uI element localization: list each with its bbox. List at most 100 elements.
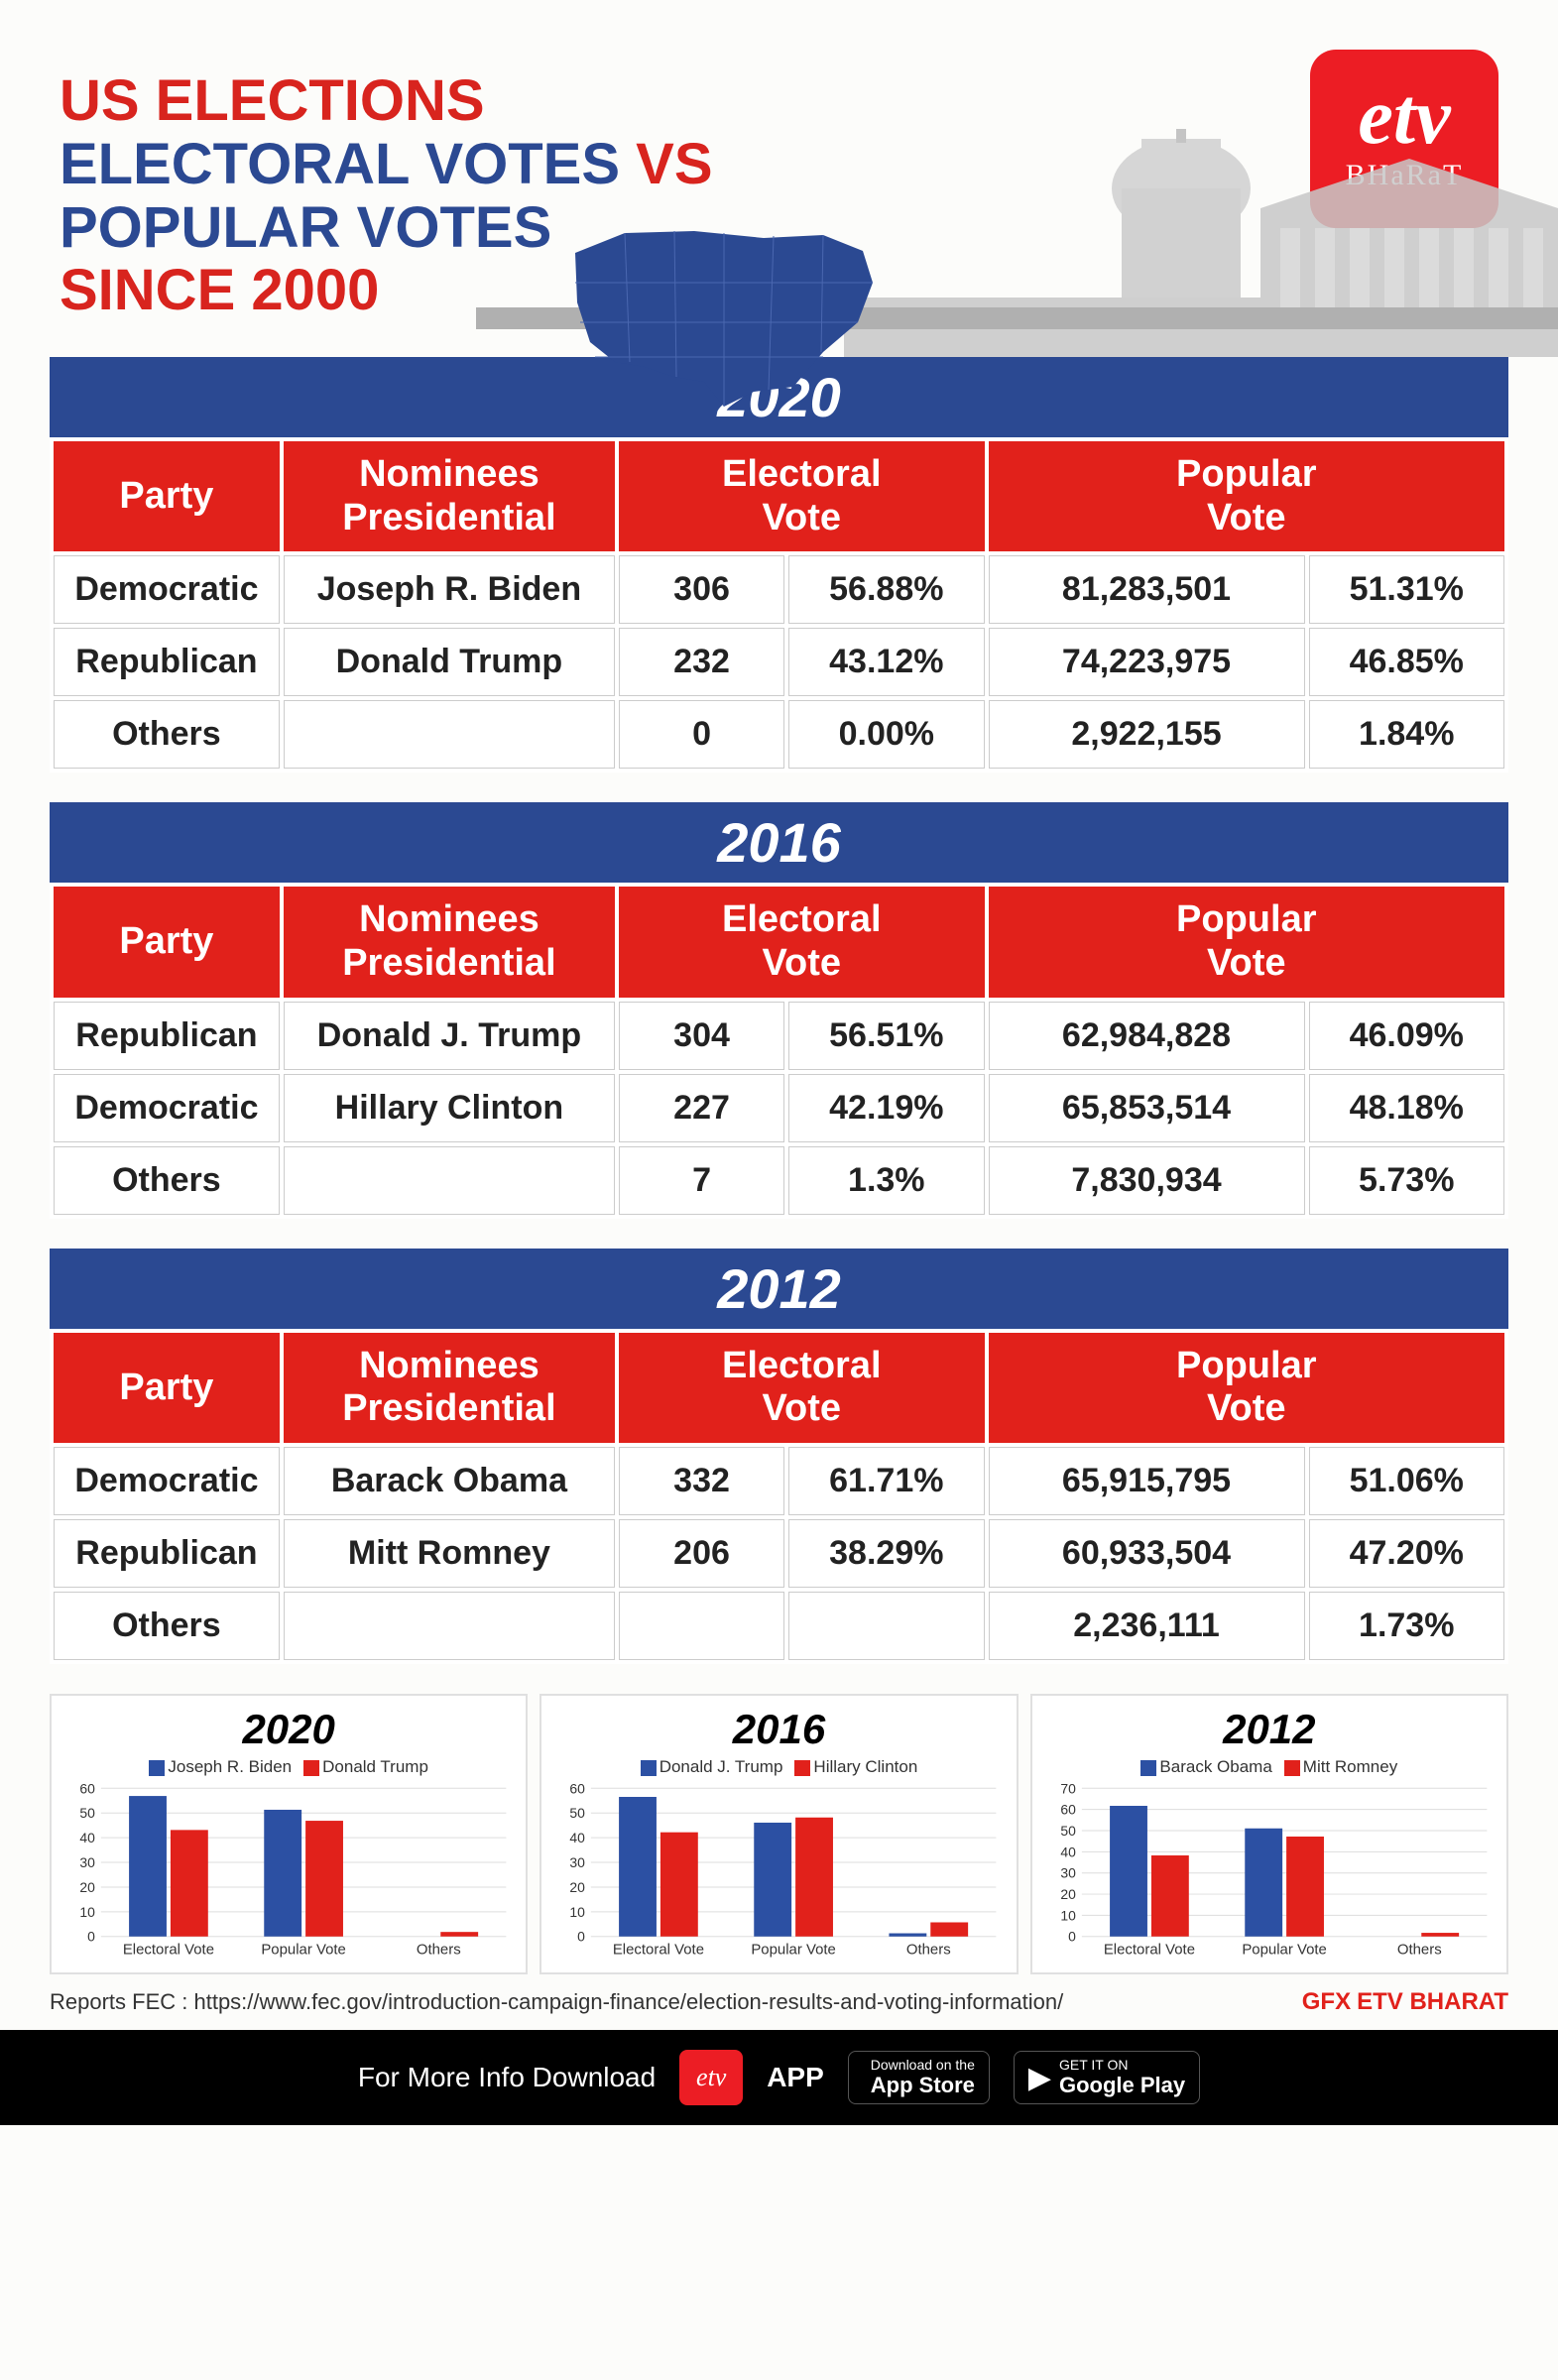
footer-text: For More Info Download <box>358 2062 656 2093</box>
year-block-2012: 2012 Party NomineesPresidential Electora… <box>50 1249 1508 1664</box>
cell-nominee <box>284 700 615 769</box>
cell-pv: 81,283,501 <box>989 555 1305 624</box>
chart-2012: 2012Barack ObamaMitt Romney0102030405060… <box>1030 1694 1508 1974</box>
cell-pv: 74,223,975 <box>989 628 1305 696</box>
year-block-2020: 2020 Party NomineesPresidential Electora… <box>50 357 1508 773</box>
legend-swatch <box>641 1760 657 1776</box>
cell-ev-pct: 61.71% <box>788 1447 984 1515</box>
svg-text:30: 30 <box>1060 1865 1076 1881</box>
svg-text:Popular Vote: Popular Vote <box>752 1942 837 1959</box>
cell-pv-pct: 46.09% <box>1309 1002 1505 1070</box>
cell-pv: 2,236,111 <box>989 1592 1305 1660</box>
cell-pv: 62,984,828 <box>989 1002 1305 1070</box>
col-popular: PopularVote <box>989 1333 1504 1443</box>
svg-text:Electoral Vote: Electoral Vote <box>123 1942 214 1959</box>
legend-swatch <box>149 1760 165 1776</box>
chart-title: 2020 <box>61 1706 516 1753</box>
year-header: 2012 <box>50 1249 1508 1329</box>
footer-logo-icon: etv <box>679 2050 743 2105</box>
cell-ev: 306 <box>619 555 784 624</box>
year-block-2016: 2016 Party NomineesPresidential Electora… <box>50 802 1508 1218</box>
chart-legend: Barack ObamaMitt Romney <box>1042 1757 1497 1777</box>
table-row: Republican Mitt Romney 206 38.29% 60,933… <box>54 1519 1504 1588</box>
svg-text:Electoral Vote: Electoral Vote <box>1104 1942 1195 1959</box>
col-electoral: ElectoralVote <box>619 1333 985 1443</box>
table-row: Democratic Joseph R. Biden 306 56.88% 81… <box>54 555 1504 624</box>
cell-party: Republican <box>54 628 280 696</box>
svg-text:20: 20 <box>1060 1886 1076 1902</box>
legend-item: Donald J. Trump <box>641 1757 783 1777</box>
legend-item: Joseph R. Biden <box>149 1757 292 1777</box>
table-row: Democratic Barack Obama 332 61.71% 65,91… <box>54 1447 1504 1515</box>
cell-pv-pct: 1.84% <box>1309 700 1505 769</box>
table-row: Democratic Hillary Clinton 227 42.19% 65… <box>54 1074 1504 1142</box>
svg-text:70: 70 <box>1060 1783 1076 1796</box>
svg-text:60: 60 <box>570 1783 586 1796</box>
svg-text:40: 40 <box>570 1830 586 1845</box>
chart-2016: 2016Donald J. TrumpHillary Clinton010203… <box>539 1694 1018 1974</box>
appstore-badge[interactable]: Download on theApp Store <box>848 2051 990 2104</box>
cell-pv: 60,933,504 <box>989 1519 1305 1588</box>
cell-pv: 65,853,514 <box>989 1074 1305 1142</box>
legend-item: Barack Obama <box>1140 1757 1271 1777</box>
svg-text:60: 60 <box>1060 1802 1076 1818</box>
svg-text:Others: Others <box>1397 1942 1442 1959</box>
cell-pv: 2,922,155 <box>989 700 1305 769</box>
source-url: https://www.fec.gov/introduction-campaig… <box>193 1989 1063 2014</box>
cell-pv-pct: 51.06% <box>1309 1447 1505 1515</box>
cell-ev: 304 <box>619 1002 784 1070</box>
svg-text:Popular Vote: Popular Vote <box>261 1942 346 1959</box>
playstore-badge[interactable]: ▶ GET IT ONGoogle Play <box>1014 2051 1200 2104</box>
footer-bar: For More Info Download etv APP Download … <box>0 2030 1558 2125</box>
cell-nominee: Donald J. Trump <box>284 1002 615 1070</box>
year-header: 2016 <box>50 802 1508 883</box>
bar-chart: 0102030405060Electoral VotePopular VoteO… <box>61 1783 516 1962</box>
cell-nominee: Donald Trump <box>284 628 615 696</box>
cell-nominee <box>284 1592 615 1660</box>
cell-party: Others <box>54 1146 280 1215</box>
svg-text:40: 40 <box>79 1830 95 1845</box>
legend-swatch <box>1140 1760 1156 1776</box>
cell-party: Others <box>54 700 280 769</box>
svg-text:0: 0 <box>1068 1929 1076 1945</box>
svg-text:0: 0 <box>87 1929 95 1945</box>
table-row: Others 7 1.3% 7,830,934 5.73% <box>54 1146 1504 1215</box>
col-nominees: NomineesPresidential <box>284 441 615 551</box>
cell-party: Republican <box>54 1519 280 1588</box>
svg-text:Others: Others <box>906 1942 951 1959</box>
cell-pv-pct: 47.20% <box>1309 1519 1505 1588</box>
col-electoral: ElectoralVote <box>619 887 985 997</box>
legend-item: Donald Trump <box>303 1757 428 1777</box>
col-nominees: NomineesPresidential <box>284 887 615 997</box>
cell-pv-pct: 48.18% <box>1309 1074 1505 1142</box>
chart-2020: 2020Joseph R. BidenDonald Trump010203040… <box>50 1694 528 1974</box>
cell-pv: 65,915,795 <box>989 1447 1305 1515</box>
cell-ev: 7 <box>619 1146 784 1215</box>
us-map-icon <box>565 213 883 412</box>
col-party: Party <box>54 441 280 551</box>
chart-legend: Donald J. TrumpHillary Clinton <box>551 1757 1006 1777</box>
cell-pv: 7,830,934 <box>989 1146 1305 1215</box>
title-line1: US ELECTIONS <box>60 69 1498 133</box>
col-party: Party <box>54 887 280 997</box>
cell-party: Democratic <box>54 1074 280 1142</box>
bar-chart: 0102030405060Electoral VotePopular VoteO… <box>551 1783 1006 1962</box>
cell-party: Democratic <box>54 555 280 624</box>
play-icon: ▶ <box>1028 2062 1051 2094</box>
cell-ev-pct: 42.19% <box>788 1074 984 1142</box>
cell-pv-pct: 51.31% <box>1309 555 1505 624</box>
cell-ev-pct: 1.3% <box>788 1146 984 1215</box>
col-electoral: ElectoralVote <box>619 441 985 551</box>
svg-text:10: 10 <box>570 1904 586 1920</box>
cell-party: Republican <box>54 1002 280 1070</box>
table-row: Others 2,236,111 1.73% <box>54 1592 1504 1660</box>
svg-text:50: 50 <box>79 1805 95 1821</box>
cell-ev: 206 <box>619 1519 784 1588</box>
svg-text:20: 20 <box>570 1879 586 1895</box>
legend-swatch <box>794 1760 810 1776</box>
col-popular: PopularVote <box>989 441 1504 551</box>
table-row: Republican Donald J. Trump 304 56.51% 62… <box>54 1002 1504 1070</box>
cell-ev <box>619 1592 784 1660</box>
cell-ev-pct: 0.00% <box>788 700 984 769</box>
svg-text:10: 10 <box>79 1904 95 1920</box>
